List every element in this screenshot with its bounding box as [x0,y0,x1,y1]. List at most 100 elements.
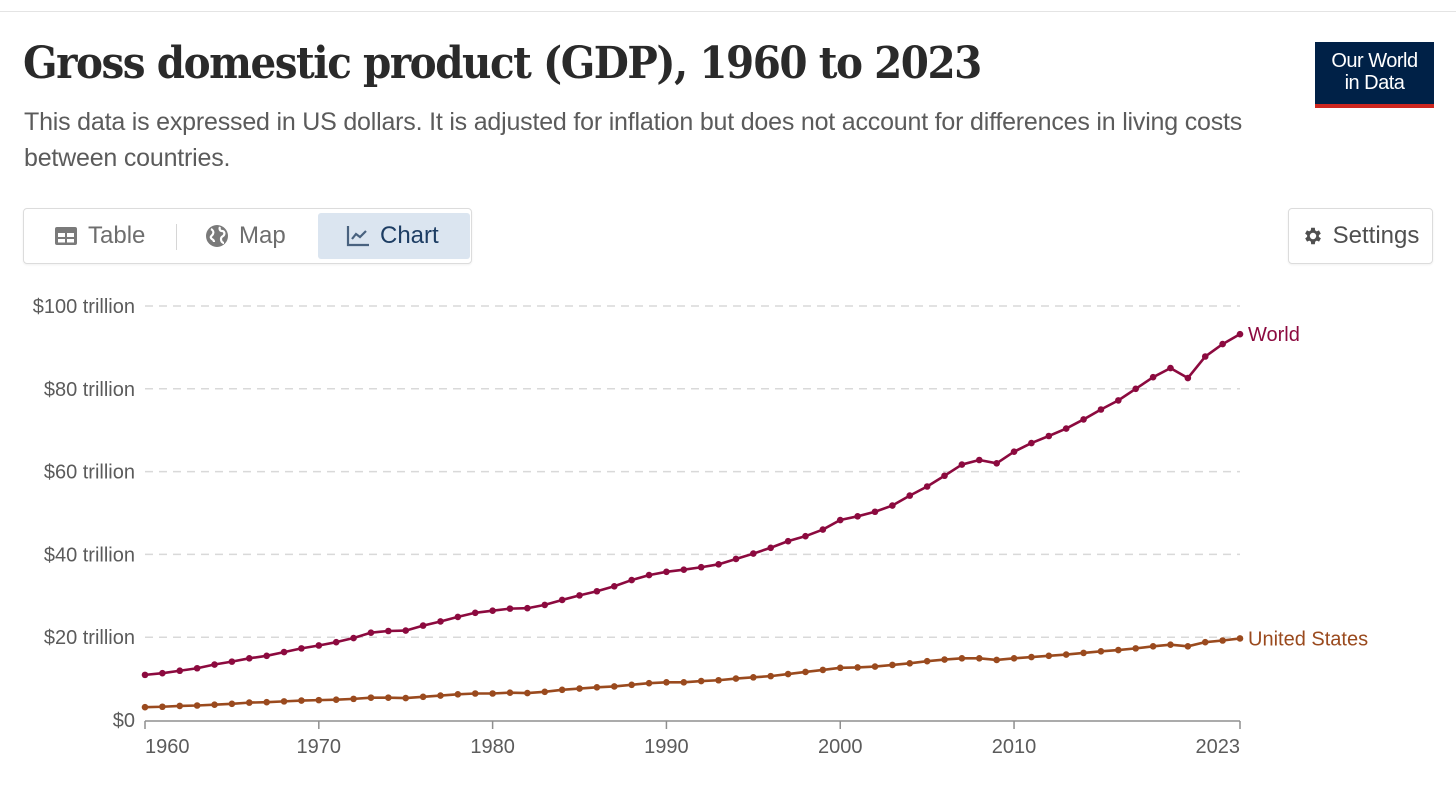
tab-map[interactable]: Map [205,213,286,259]
data-point [211,701,218,708]
x-tick-label: 2000 [818,736,863,758]
data-point [836,664,844,672]
data-point [1097,406,1105,413]
data-point [1167,641,1174,648]
data-point [819,666,827,674]
line-chart-icon [346,226,369,247]
data-point [245,699,253,706]
data-point [767,672,775,680]
data-point [906,659,914,667]
tab-chart-label: Chart [380,222,439,249]
logo-line-2: in Data [1344,72,1405,94]
data-point [385,694,392,701]
tab-table[interactable]: Table [54,213,145,259]
settings-label: Settings [1332,222,1420,249]
data-point [941,472,948,480]
data-point [159,669,166,677]
page-subtitle: This data is expressed in US dollars. It… [24,108,1243,172]
data-point [802,532,809,540]
data-point [1184,643,1192,650]
data-point [697,677,705,685]
data-point [715,561,722,568]
data-point [1184,374,1192,382]
data-point [1062,651,1070,658]
data-point [680,679,688,686]
y-tick-label: $80 trillion [44,379,135,401]
data-point [1201,353,1209,360]
data-point [750,550,757,557]
data-point [437,692,444,699]
data-point [332,696,340,704]
data-point [524,689,531,697]
data-point [176,702,184,710]
data-point [402,627,410,634]
data-point [1132,385,1140,393]
x-tick-label: 1960 [145,736,190,758]
data-point [663,568,670,576]
data-point [280,648,288,656]
data-point [350,695,357,703]
owid-logo[interactable]: Our World in Data [1315,42,1434,108]
series-united-states: United States [141,628,1368,711]
data-point [680,566,688,574]
data-point [628,681,635,689]
data-point [245,655,253,662]
data-point [1080,416,1087,423]
data-point [871,663,879,670]
top-bar [0,0,1456,12]
data-point [228,700,236,708]
y-tick-label: $40 trillion [44,544,135,566]
data-point [1010,448,1018,456]
data-point [228,658,236,665]
data-point [732,675,740,682]
data-point [263,652,270,660]
data-point [315,642,323,649]
page-title: Gross domestic product (GDP), 1960 to 20… [23,38,982,89]
series-line [144,333,1241,677]
data-point [332,638,340,646]
data-point [975,655,983,662]
y-tick-label: $20 trillion [44,627,135,649]
data-point [506,605,514,612]
data-point [298,697,305,704]
tab-chart[interactable]: Chart [318,213,470,259]
data-point [975,456,983,464]
data-point [767,544,775,552]
data-point [524,604,531,612]
data-point [663,679,670,686]
data-point [1149,373,1157,381]
data-point [489,690,496,697]
data-point [1045,652,1053,660]
data-point [645,679,653,687]
data-point [541,601,549,609]
data-point [1149,643,1157,650]
view-tabs: Table Map Chart [23,208,472,264]
data-point [941,656,948,663]
data-point [1045,432,1053,440]
x-tick-label: 1970 [297,736,342,758]
data-point [385,627,392,635]
table-icon [55,227,77,245]
data-point [1115,397,1122,404]
data-point [1028,439,1035,447]
data-point [802,668,809,676]
data-point [506,689,514,696]
logo-line-1: Our World [1331,50,1418,72]
y-tick-label: $100 trillion [33,296,135,318]
data-point [889,661,896,669]
data-point [402,694,410,702]
data-point [732,555,740,563]
data-point [437,618,444,625]
data-point [211,661,218,668]
data-point [489,607,496,615]
data-point [576,685,583,692]
y-tick-label: $60 trillion [44,462,135,484]
settings-button[interactable]: Settings [1288,208,1433,264]
data-point [541,688,549,696]
data-point [958,461,966,468]
gdp-line-chart: $0 $20 trillion $40 trillion $60 trillion $8… [33,296,1368,758]
data-point [454,613,462,621]
data-point [1097,647,1105,655]
data-point [836,516,844,524]
data-point [1236,635,1244,642]
